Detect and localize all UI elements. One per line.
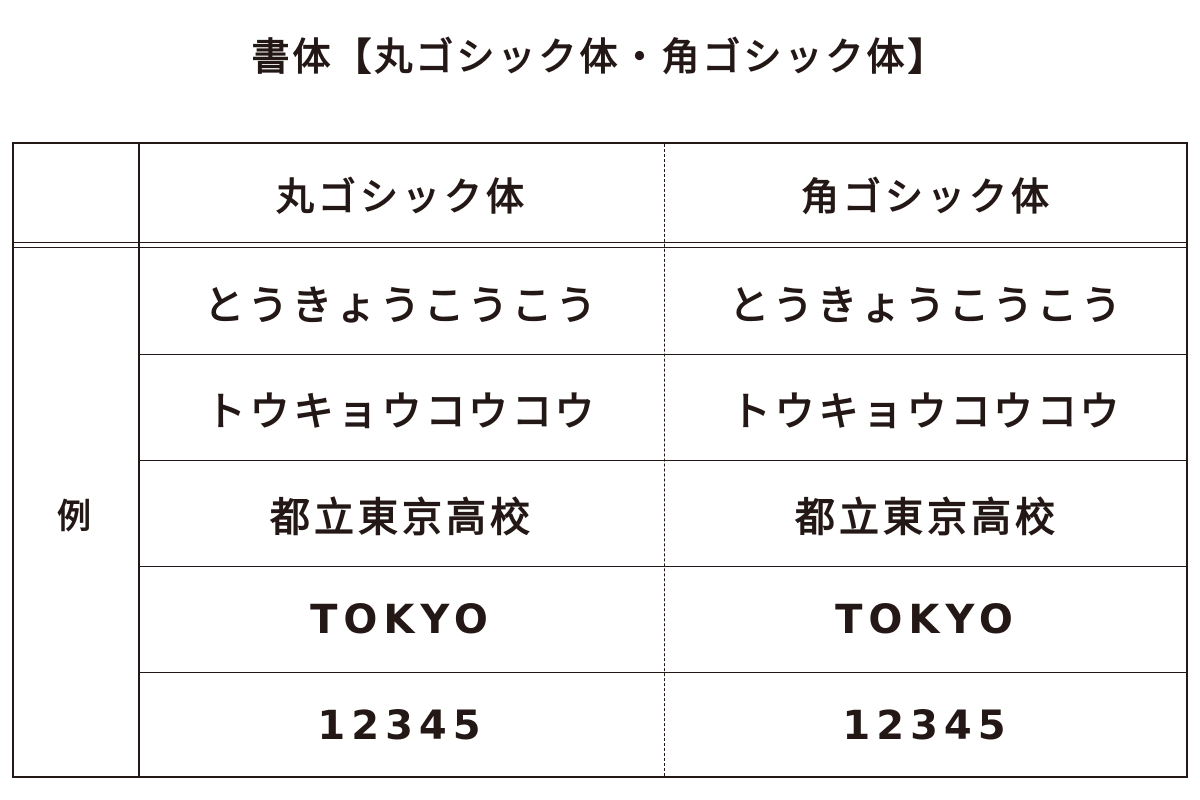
cell-latin-kaku: TOKYO bbox=[835, 596, 1019, 643]
header-double-line-top bbox=[14, 242, 1186, 243]
row-label-example: 例 bbox=[57, 497, 95, 537]
header-kaku-gothic: 角ゴシック体 bbox=[800, 174, 1053, 219]
row-divider bbox=[139, 672, 1186, 673]
header-double-line-bottom bbox=[14, 247, 1186, 248]
page-title: 書体【丸ゴシック体・角ゴシック体】 bbox=[251, 35, 949, 79]
row-divider bbox=[139, 460, 1186, 461]
cell-kanji-kaku: 都立東京高校 bbox=[795, 494, 1059, 541]
row-divider bbox=[139, 354, 1186, 355]
row-divider bbox=[139, 566, 1186, 567]
font-comparison-table: 丸ゴシック体 角ゴシック体 例 とうきょうこうこう とうきょうこうこう トウキョ… bbox=[12, 142, 1188, 778]
cell-katakana-maru: トウキョウコウコウ bbox=[205, 388, 599, 435]
cell-hiragana-maru: とうきょうこうこう bbox=[204, 282, 600, 329]
cell-digits-kaku: 12345 bbox=[842, 702, 1012, 749]
cell-latin-maru: TOKYO bbox=[310, 596, 494, 643]
cell-katakana-kaku: トウキョウコウコウ bbox=[730, 388, 1124, 435]
cell-kanji-maru: 都立東京高校 bbox=[270, 494, 534, 541]
cell-digits-maru: 12345 bbox=[317, 702, 487, 749]
cell-hiragana-kaku: とうきょうこうこう bbox=[729, 282, 1125, 329]
header-maru-gothic: 丸ゴシック体 bbox=[275, 174, 528, 219]
